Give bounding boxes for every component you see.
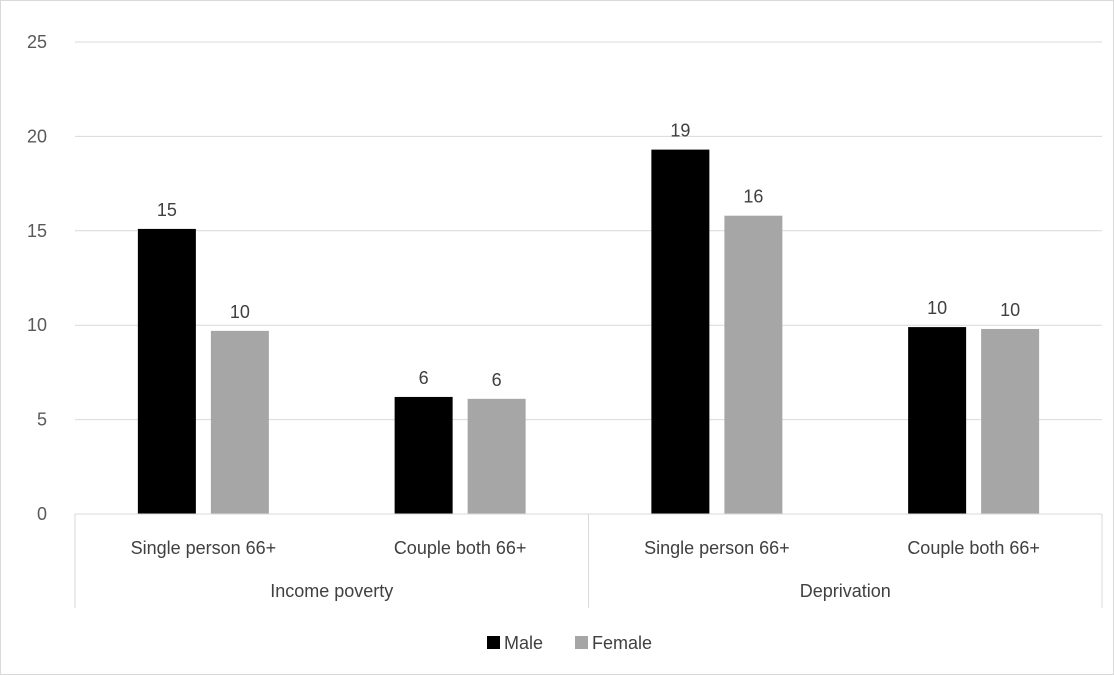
bar-female [724, 215, 783, 515]
legend: Male Female [487, 633, 652, 653]
x-group-label: Deprivation [800, 581, 891, 601]
y-tick-label: 15 [27, 221, 47, 241]
legend-swatch-male [487, 636, 500, 649]
bar-male [137, 228, 196, 515]
x-category-label: Single person 66+ [131, 538, 277, 558]
data-label: 10 [230, 302, 250, 322]
y-tick-label: 0 [37, 504, 47, 524]
y-tick-label: 25 [27, 32, 47, 52]
legend-swatch-female [575, 636, 588, 649]
data-label: 6 [419, 368, 429, 388]
legend-label-female: Female [592, 633, 652, 653]
data-label: 10 [1000, 300, 1020, 320]
bar-male [651, 149, 710, 514]
x-group-label: Income poverty [270, 581, 393, 601]
bar-male [908, 327, 967, 514]
y-tick-label: 5 [37, 410, 47, 430]
bar-female [210, 330, 269, 514]
data-labels: 15 10 6 6 19 16 10 10 [157, 121, 1020, 390]
y-axis-ticks: 0 5 10 15 20 25 [27, 32, 47, 524]
y-tick-label: 20 [27, 126, 47, 146]
x-category-label: Single person 66+ [644, 538, 790, 558]
data-label: 15 [157, 200, 177, 220]
data-label: 10 [927, 298, 947, 318]
x-category-label: Couple both 66+ [907, 538, 1040, 558]
bar-male [394, 396, 453, 514]
bar-female [467, 398, 526, 514]
data-label: 19 [670, 121, 690, 141]
data-label: 6 [492, 370, 502, 390]
bars [137, 149, 1040, 515]
bar-female [981, 328, 1040, 514]
x-axis: Single person 66+ Couple both 66+ Single p… [74, 513, 1103, 608]
data-label: 16 [743, 187, 763, 207]
legend-label-male: Male [504, 633, 543, 653]
x-category-label: Couple both 66+ [394, 538, 527, 558]
y-tick-label: 10 [27, 315, 47, 335]
